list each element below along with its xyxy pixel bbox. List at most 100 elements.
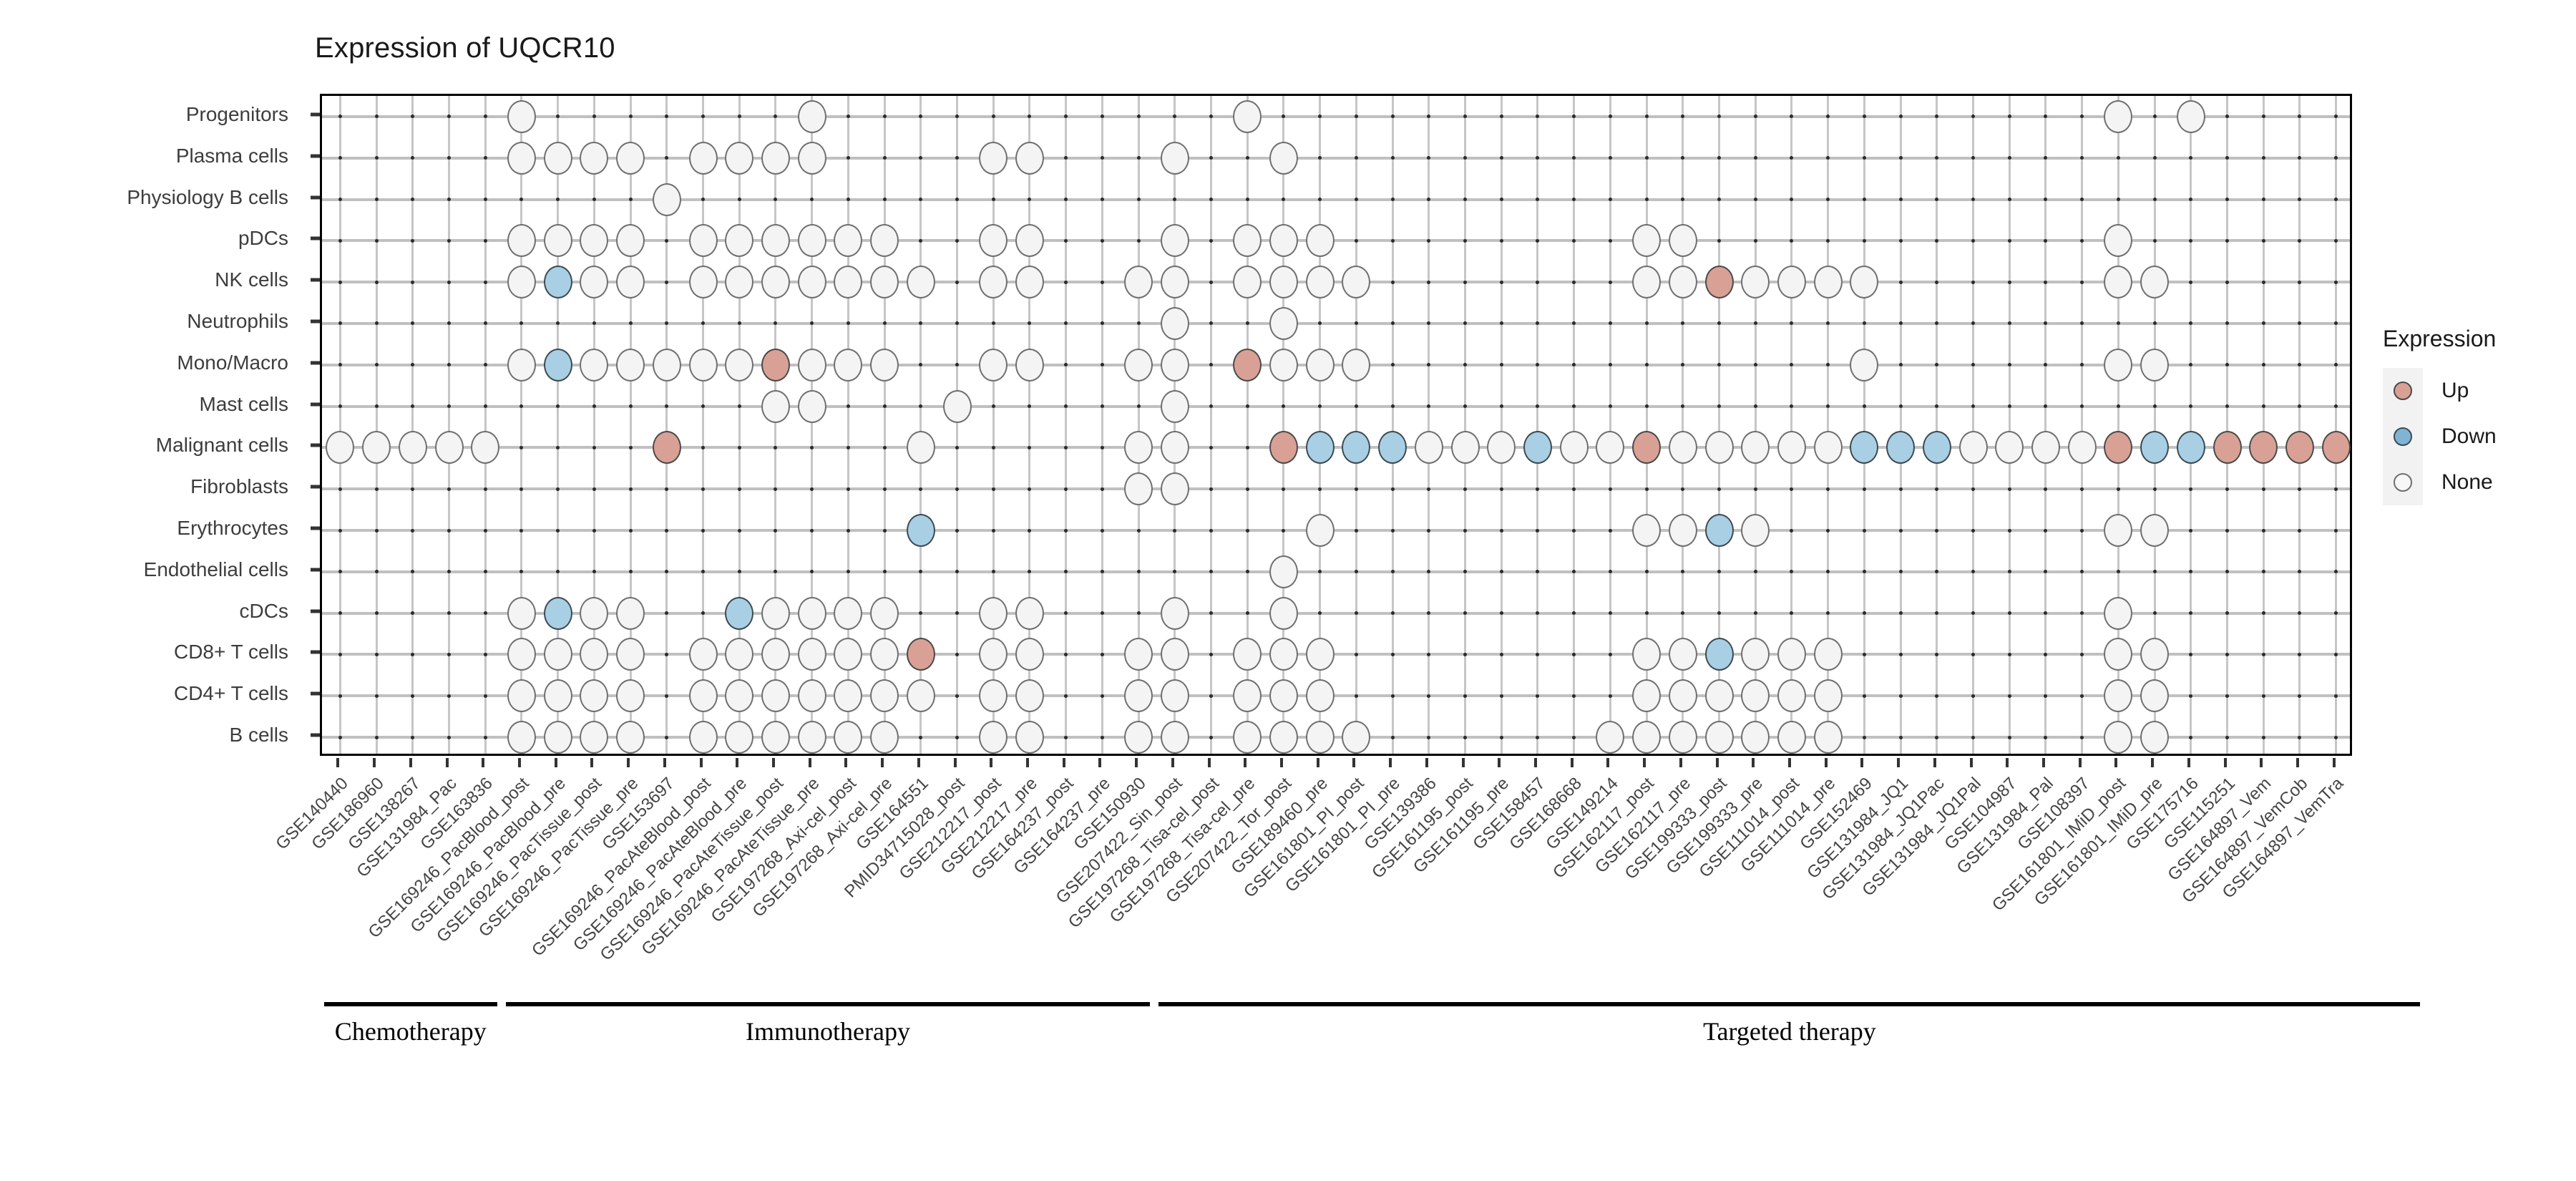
expression-dot[interactable] xyxy=(870,224,899,258)
expression-dot[interactable] xyxy=(1450,431,1480,465)
expression-dot[interactable] xyxy=(1305,348,1335,381)
expression-dot[interactable] xyxy=(2321,431,2351,465)
expression-dot[interactable] xyxy=(834,266,863,299)
expression-dot[interactable] xyxy=(1813,431,1843,465)
expression-dot[interactable] xyxy=(1305,431,1335,465)
expression-dot[interactable] xyxy=(507,596,536,630)
expression-dot[interactable] xyxy=(1632,638,1662,671)
expression-dot[interactable] xyxy=(1015,638,1044,671)
expression-dot[interactable] xyxy=(616,596,645,630)
expression-dot[interactable] xyxy=(834,679,863,713)
expression-dot[interactable] xyxy=(1668,224,1697,258)
expression-dot[interactable] xyxy=(797,596,826,630)
expression-dot[interactable] xyxy=(1233,721,1262,754)
expression-dot[interactable] xyxy=(1124,638,1153,671)
expression-dot[interactable] xyxy=(1160,721,1189,754)
expression-dot[interactable] xyxy=(979,348,1008,381)
expression-dot[interactable] xyxy=(616,679,645,713)
expression-dot[interactable] xyxy=(797,224,826,258)
expression-dot[interactable] xyxy=(2104,514,2133,548)
expression-dot[interactable] xyxy=(652,431,681,465)
expression-dot[interactable] xyxy=(2140,431,2170,465)
expression-dot[interactable] xyxy=(1813,679,1843,713)
expression-dot[interactable] xyxy=(1596,431,1625,465)
expression-dot[interactable] xyxy=(870,596,899,630)
expression-dot[interactable] xyxy=(1160,266,1189,299)
expression-dot[interactable] xyxy=(761,638,790,671)
expression-dot[interactable] xyxy=(870,348,899,381)
expression-dot[interactable] xyxy=(362,431,391,465)
expression-dot[interactable] xyxy=(906,431,935,465)
expression-dot[interactable] xyxy=(725,348,754,381)
expression-dot[interactable] xyxy=(2104,99,2133,133)
expression-dot[interactable] xyxy=(1015,596,1044,630)
expression-dot[interactable] xyxy=(580,721,609,754)
expression-dot[interactable] xyxy=(1160,141,1189,175)
expression-dot[interactable] xyxy=(616,266,645,299)
expression-dot[interactable] xyxy=(471,431,500,465)
expression-dot[interactable] xyxy=(398,431,427,465)
expression-dot[interactable] xyxy=(725,141,754,175)
expression-dot[interactable] xyxy=(1704,431,1734,465)
expression-dot[interactable] xyxy=(979,638,1008,671)
expression-dot[interactable] xyxy=(1813,266,1843,299)
expression-dot[interactable] xyxy=(2104,721,2133,754)
expression-dot[interactable] xyxy=(797,141,826,175)
expression-dot[interactable] xyxy=(1015,679,1044,713)
expression-dot[interactable] xyxy=(1668,721,1697,754)
expression-dot[interactable] xyxy=(1269,348,1298,381)
expression-dot[interactable] xyxy=(761,596,790,630)
expression-dot[interactable] xyxy=(507,224,536,258)
expression-dot[interactable] xyxy=(1850,431,1879,465)
expression-dot[interactable] xyxy=(1160,306,1189,340)
expression-dot[interactable] xyxy=(2285,431,2314,465)
expression-dot[interactable] xyxy=(1704,266,1734,299)
expression-dot[interactable] xyxy=(1668,679,1697,713)
expression-dot[interactable] xyxy=(906,638,935,671)
expression-dot[interactable] xyxy=(1741,679,1770,713)
expression-dot[interactable] xyxy=(1850,348,1879,381)
expression-dot[interactable] xyxy=(580,679,609,713)
expression-dot[interactable] xyxy=(2104,638,2133,671)
expression-dot[interactable] xyxy=(580,348,609,381)
expression-dot[interactable] xyxy=(761,141,790,175)
expression-dot[interactable] xyxy=(2140,514,2170,548)
expression-dot[interactable] xyxy=(1160,224,1189,258)
expression-dot[interactable] xyxy=(507,141,536,175)
expression-dot[interactable] xyxy=(1958,431,1988,465)
expression-dot[interactable] xyxy=(1124,266,1153,299)
expression-dot[interactable] xyxy=(834,224,863,258)
expression-dot[interactable] xyxy=(1741,721,1770,754)
expression-dot[interactable] xyxy=(1632,721,1662,754)
expression-dot[interactable] xyxy=(1632,514,1662,548)
expression-dot[interactable] xyxy=(2104,431,2133,465)
expression-dot[interactable] xyxy=(1233,679,1262,713)
expression-dot[interactable] xyxy=(1233,638,1262,671)
expression-dot[interactable] xyxy=(1124,472,1153,506)
expression-dot[interactable] xyxy=(834,721,863,754)
expression-dot[interactable] xyxy=(1269,224,1298,258)
expression-dot[interactable] xyxy=(1269,638,1298,671)
expression-dot[interactable] xyxy=(761,389,790,423)
expression-dot[interactable] xyxy=(1342,721,1371,754)
expression-dot[interactable] xyxy=(1124,431,1153,465)
expression-dot[interactable] xyxy=(797,99,826,133)
expression-dot[interactable] xyxy=(979,596,1008,630)
expression-dot[interactable] xyxy=(1124,348,1153,381)
expression-dot[interactable] xyxy=(1559,431,1589,465)
expression-dot[interactable] xyxy=(797,721,826,754)
expression-dot[interactable] xyxy=(1741,638,1770,671)
expression-dot[interactable] xyxy=(761,224,790,258)
expression-dot[interactable] xyxy=(1995,431,2024,465)
expression-dot[interactable] xyxy=(2176,431,2205,465)
expression-dot[interactable] xyxy=(1813,638,1843,671)
expression-dot[interactable] xyxy=(580,596,609,630)
expression-dot[interactable] xyxy=(2249,431,2278,465)
expression-dot[interactable] xyxy=(543,348,572,381)
expression-dot[interactable] xyxy=(1269,555,1298,588)
expression-dot[interactable] xyxy=(979,721,1008,754)
expression-dot[interactable] xyxy=(1233,348,1262,381)
expression-dot[interactable] xyxy=(2140,638,2170,671)
expression-dot[interactable] xyxy=(1269,306,1298,340)
expression-dot[interactable] xyxy=(761,721,790,754)
